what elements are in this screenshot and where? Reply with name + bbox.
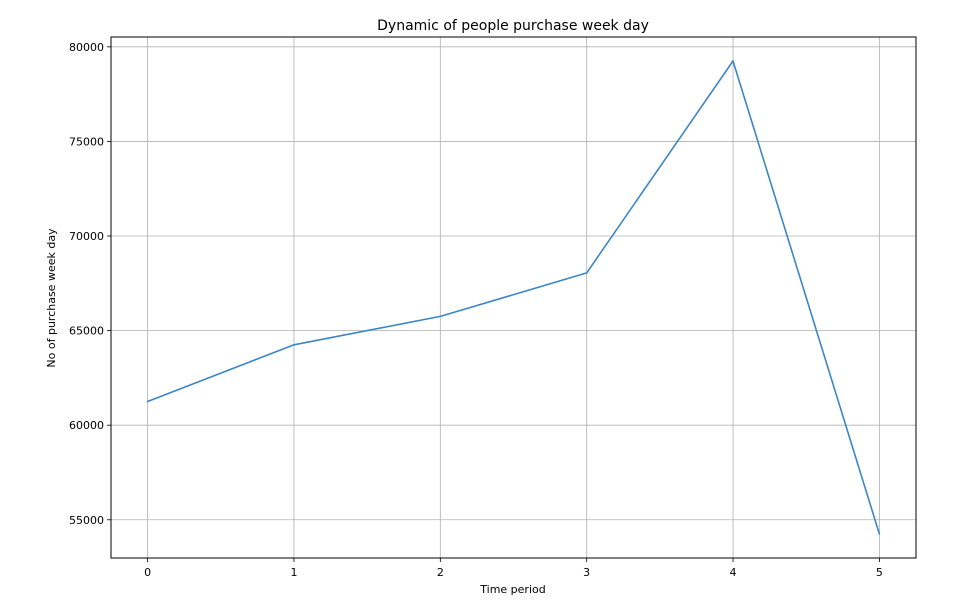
data-point [146,400,149,403]
y-tick-label: 65000 [69,325,104,338]
series-line [147,60,881,535]
data-point [439,315,442,318]
x-tick-label: 2 [437,566,444,579]
y-tick-label: 75000 [69,135,104,148]
data-point [732,60,734,62]
x-tick-label: 5 [876,566,883,579]
y-tick-label: 70000 [69,230,104,243]
x-tick-label: 1 [290,566,297,579]
x-tick-label: 4 [730,566,737,579]
axis-ticks: 0 1 2 3 4 5 55000 60000 65000 70000 75000 80000 [69,41,883,579]
x-tick-label: 3 [583,566,590,579]
y-tick-label: 60000 [69,419,104,432]
x-axis-label: Time period [479,583,545,596]
chart-title: Dynamic of people purchase week day [377,18,649,34]
data-point [878,533,881,535]
plot-area-frame [110,36,917,559]
y-tick-label: 55000 [69,514,104,527]
x-tick-label: 0 [144,566,151,579]
grid-lines [111,37,916,558]
y-axis-label: No of purchase week day [45,228,58,368]
data-point [585,272,588,274]
data-point [293,343,295,346]
y-tick-label: 80000 [69,41,104,54]
series-layer [146,60,881,535]
